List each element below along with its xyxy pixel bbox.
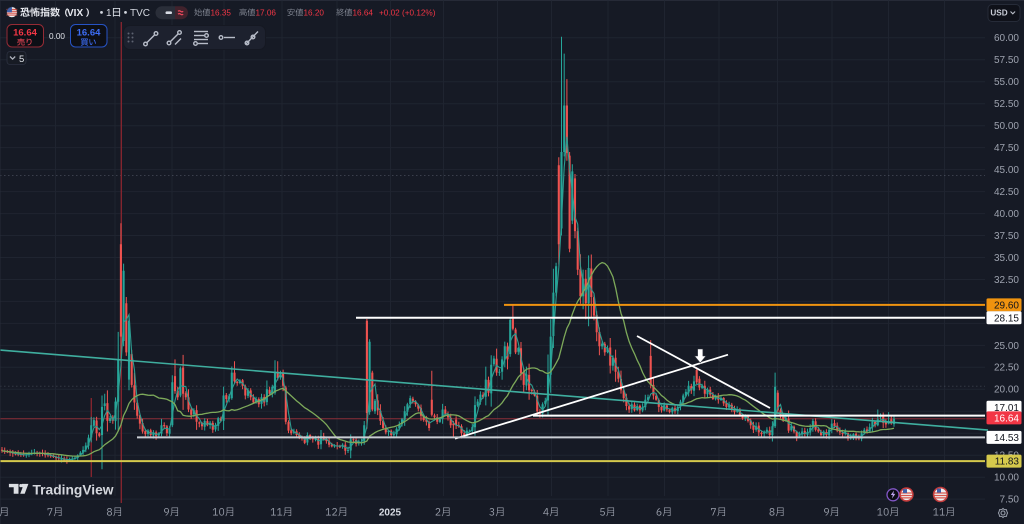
svg-text:16.64: 16.64 (994, 414, 1019, 425)
svg-text:17.06: 17.06 (256, 8, 277, 17)
svg-text:5: 5 (19, 54, 24, 65)
svg-text:16.64: 16.64 (353, 8, 374, 17)
svg-text:16.35: 16.35 (211, 8, 232, 17)
svg-text:35.00: 35.00 (994, 253, 1019, 264)
svg-text:50.00: 50.00 (994, 121, 1019, 132)
svg-text:TradingView: TradingView (33, 482, 114, 497)
svg-text:VIX: VIX (67, 8, 83, 19)
svg-text:60.00: 60.00 (994, 33, 1019, 44)
svg-text:USD: USD (990, 9, 1007, 18)
svg-text:14.53: 14.53 (994, 433, 1019, 444)
svg-text:16.64: 16.64 (77, 27, 101, 38)
svg-text:42.50: 42.50 (994, 187, 1019, 198)
svg-text:7.50: 7.50 (1000, 495, 1020, 506)
svg-text:47.50: 47.50 (994, 143, 1019, 154)
svg-text:16.20: 16.20 (304, 8, 325, 17)
svg-text:16.64: 16.64 (13, 27, 37, 38)
svg-text:22.50: 22.50 (994, 363, 1019, 374)
svg-text:+0.02 (+0.12%): +0.02 (+0.12%) (379, 8, 436, 17)
svg-text:1: 1 (106, 8, 112, 19)
svg-text:11.83: 11.83 (995, 457, 1020, 468)
svg-text:0.00: 0.00 (49, 32, 65, 41)
svg-text:29.60: 29.60 (994, 301, 1019, 312)
svg-text:17.01: 17.01 (994, 403, 1019, 414)
svg-text:40.00: 40.00 (994, 209, 1019, 220)
svg-text:2025: 2025 (379, 508, 402, 519)
svg-text:37.50: 37.50 (994, 231, 1019, 242)
svg-text:57.50: 57.50 (994, 55, 1019, 66)
svg-text:52.50: 52.50 (994, 99, 1019, 110)
svg-text:28.15: 28.15 (994, 313, 1019, 324)
svg-text:TVC: TVC (130, 8, 150, 19)
svg-text:45.00: 45.00 (994, 165, 1019, 176)
svg-text:55.00: 55.00 (994, 77, 1019, 88)
svg-text:25.00: 25.00 (994, 341, 1019, 352)
svg-text:20.00: 20.00 (994, 385, 1019, 396)
svg-text:10.00: 10.00 (994, 473, 1019, 484)
svg-text:32.50: 32.50 (994, 275, 1019, 286)
